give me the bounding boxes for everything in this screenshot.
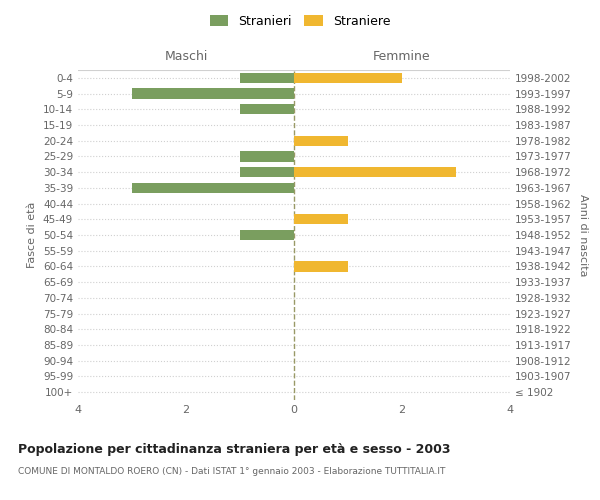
Bar (294, 214, 348, 224)
Text: Popolazione per cittadinanza straniera per età e sesso - 2003: Popolazione per cittadinanza straniera p… (18, 442, 451, 456)
Bar (294, 136, 348, 146)
Bar (240, 167, 294, 177)
Text: COMUNE DI MONTALDO ROERO (CN) - Dati ISTAT 1° gennaio 2003 - Elaborazione TUTTIT: COMUNE DI MONTALDO ROERO (CN) - Dati IST… (18, 468, 445, 476)
Bar (240, 152, 294, 162)
Text: Femmine: Femmine (373, 50, 431, 63)
Bar (240, 72, 294, 83)
Y-axis label: Anni di nascita: Anni di nascita (578, 194, 588, 276)
Bar (294, 72, 402, 83)
Bar (132, 88, 294, 99)
Bar (240, 230, 294, 240)
Bar (132, 182, 294, 193)
Legend: Stranieri, Straniere: Stranieri, Straniere (206, 11, 394, 32)
Bar (294, 167, 456, 177)
Y-axis label: Fasce di età: Fasce di età (28, 202, 37, 268)
Bar (294, 262, 348, 272)
Bar (240, 104, 294, 115)
Text: Maschi: Maschi (164, 50, 208, 63)
